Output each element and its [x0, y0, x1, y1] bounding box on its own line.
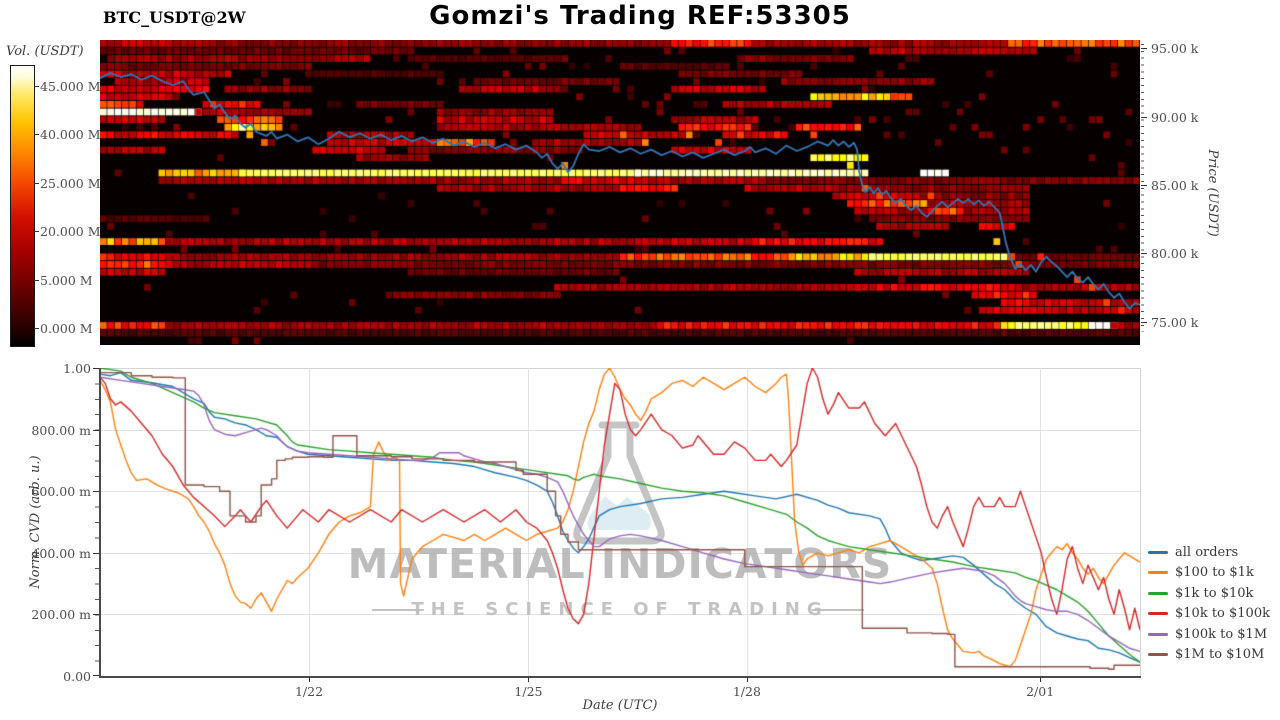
date-axis-title: Date (UTC) — [582, 698, 658, 713]
legend-item-10k-100k: $10k to $100k — [1148, 604, 1270, 625]
price-tick-label: 75.00 k — [1151, 315, 1199, 330]
price-axis-tick — [1141, 185, 1147, 186]
cvd-axis-tick — [93, 614, 99, 616]
legend: all orders $100 to $1k $1k to $10k $10k … — [1148, 542, 1270, 665]
price-tick-label: 85.00 k — [1151, 178, 1199, 193]
price-axis-tick — [1141, 117, 1147, 118]
legend-item-1M-10M: $1M to $10M — [1148, 645, 1270, 666]
colorbar-tick — [34, 86, 39, 87]
legend-line-swatch — [1148, 550, 1168, 554]
colorbar-tick-label: 45.000 M — [40, 79, 101, 94]
cvd-tick-label: 200.00 m — [31, 607, 91, 623]
cvd-axis-tick — [93, 552, 99, 554]
volume-heatmap-panel — [100, 40, 1140, 345]
legend-item-100k-1M: $100k to $1M — [1148, 624, 1270, 645]
price-axis-tick — [1141, 322, 1147, 323]
cvd-axis-title: Norm. CVD (arb. u.) — [28, 455, 43, 589]
colorbar-tick — [34, 328, 39, 329]
date-tick-label: 1/22 — [294, 684, 324, 699]
colorbar-tick — [34, 183, 39, 184]
legend-item-1k-10k: $1k to $10k — [1148, 583, 1270, 604]
y-axis-spine — [99, 368, 101, 676]
colorbar-tick-label: 5.000 M — [40, 273, 93, 288]
colorbar-tick-label: 0.000 M — [40, 321, 93, 336]
cvd-axis-tick — [93, 368, 99, 369]
x-axis-spine — [99, 675, 1141, 678]
date-tick-label: 1/25 — [514, 684, 543, 699]
price-axis-tick — [1141, 253, 1147, 254]
legend-label: $1M to $10M — [1175, 647, 1265, 663]
legend-line-swatch — [1148, 653, 1168, 657]
date-tick-label: 1/28 — [732, 684, 761, 699]
cvd-tick-label: 400.00 m — [31, 545, 91, 561]
volume-heatmap-canvas — [100, 40, 1140, 345]
cvd-axis-tick — [93, 675, 99, 676]
price-tick-label: 90.00 k — [1151, 110, 1199, 125]
colorbar-title: Vol. (USDT) — [6, 44, 84, 59]
legend-label: $100k to $1M — [1175, 626, 1268, 642]
legend-label: all orders — [1175, 544, 1239, 560]
date-axis-tick — [528, 677, 530, 682]
cvd-tick-label: 1.00 — [63, 361, 91, 376]
price-axis-tick — [1141, 48, 1147, 49]
legend-item-all-orders: all orders — [1148, 542, 1270, 563]
price-axis-title: Price (USDT) — [1205, 149, 1220, 237]
cvd-axis-minor-ticks — [95, 368, 99, 676]
legend-item-100-1k: $100 to $1k — [1148, 563, 1270, 584]
page-title: Gomzi's Trading REF:53305 — [429, 1, 851, 31]
date-axis-tick — [309, 677, 311, 682]
price-axis-minor-ticks — [1141, 44, 1144, 332]
date-axis-tick — [1040, 677, 1042, 682]
cvd-tick-label: 800.00 m — [31, 422, 91, 438]
colorbar-tick-label: 20.000 M — [40, 224, 101, 239]
colorbar-tick-label: 40.000 M — [40, 127, 101, 142]
cvd-lines-canvas — [100, 368, 1140, 676]
date-axis-tick — [746, 677, 748, 682]
legend-line-swatch — [1148, 591, 1168, 595]
colorbar-tick — [34, 280, 39, 281]
date-tick-label: 2/01 — [1026, 684, 1055, 699]
cvd-tick-label: 0.00 — [63, 669, 91, 684]
colorbar-tick-label: 25.000 M — [40, 176, 101, 191]
volume-colorbar — [10, 65, 35, 347]
legend-label: $10k to $100k — [1175, 606, 1270, 622]
cvd-axis-tick — [93, 429, 99, 431]
legend-line-swatch — [1148, 571, 1168, 575]
legend-label: $100 to $1k — [1175, 565, 1254, 581]
legend-label: $1k to $10k — [1175, 585, 1254, 601]
cvd-axis-tick — [93, 491, 99, 493]
cvd-tick-label: 600.00 m — [31, 484, 91, 500]
colorbar-tick — [34, 231, 39, 232]
symbol-label: BTC_USDT@2W — [103, 8, 246, 27]
legend-line-swatch — [1148, 612, 1168, 616]
price-tick-label: 95.00 k — [1151, 41, 1199, 56]
price-tick-label: 80.00 k — [1151, 246, 1199, 261]
legend-line-swatch — [1148, 632, 1168, 636]
colorbar-tick — [34, 134, 39, 135]
